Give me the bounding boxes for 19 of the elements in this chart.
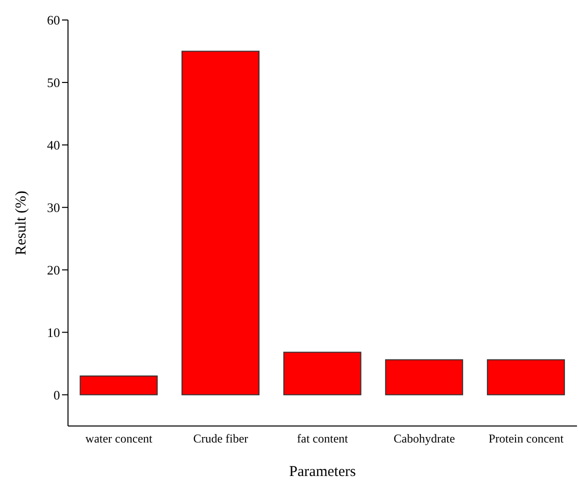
- bar: [486, 359, 565, 396]
- y-axis-title: Result (%): [13, 190, 30, 256]
- x-tick-label: Cabohydrate: [394, 432, 455, 446]
- x-tick-label: fat content: [297, 432, 349, 446]
- x-axis-title: Parameters: [289, 464, 356, 480]
- bar: [385, 359, 464, 396]
- bar: [283, 352, 362, 396]
- y-tick-label: 20: [47, 262, 60, 278]
- y-tick-label: 50: [47, 75, 60, 90]
- x-tick-label: Crude fiber: [193, 432, 248, 446]
- bar: [80, 376, 158, 396]
- y-tick-label: 0: [54, 387, 60, 402]
- y-tick-label: 10: [47, 324, 60, 340]
- y-tick-label: 30: [47, 200, 60, 215]
- bar: [182, 50, 260, 396]
- x-tick-label: water concent: [85, 432, 154, 446]
- y-tick-label: 40: [47, 138, 60, 153]
- x-tick-label: Protein concent: [488, 432, 564, 446]
- y-tick-label: 60: [47, 12, 60, 28]
